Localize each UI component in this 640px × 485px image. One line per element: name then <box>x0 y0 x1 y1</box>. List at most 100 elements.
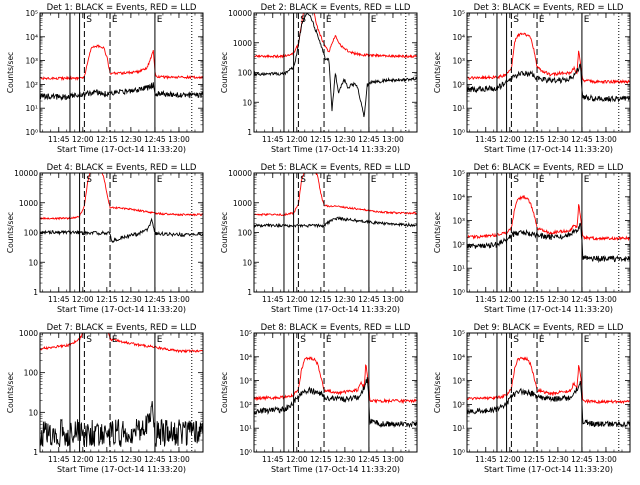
panel-title: Det 9: BLACK = Events, RED = LLD <box>474 323 624 333</box>
marker-label: E <box>112 335 118 345</box>
y-axis-label: Counts/sec <box>220 212 229 253</box>
series-line-lld <box>40 173 203 221</box>
y-tick-label: 10⁴ <box>452 353 465 362</box>
y-tick-label: 10000 <box>228 169 252 178</box>
y-axis-label: Counts/sec <box>433 52 442 93</box>
x-tick-label: 12:30 <box>334 135 356 144</box>
series-line-lld <box>467 356 630 405</box>
plot-frame <box>253 12 418 133</box>
x-tick-label: 13:00 <box>382 295 404 304</box>
marker-label: E <box>157 15 163 25</box>
x-tick-label: 12:15 <box>523 135 545 144</box>
panel-title: Det 8: BLACK = Events, RED = LLD <box>261 323 411 333</box>
y-tick-label: 10⁵ <box>25 9 38 18</box>
x-tick-label: 12:45 <box>358 295 380 304</box>
y-tick-label: 1000 <box>233 39 252 48</box>
x-tick-label: 12:15 <box>96 455 118 464</box>
marker-label: S <box>86 335 92 345</box>
y-axis-label: Counts/sec <box>433 372 442 413</box>
y-tick-label: 10¹ <box>25 104 38 113</box>
y-tick-label: 10³ <box>239 377 252 386</box>
x-tick-label: 12:45 <box>571 135 593 144</box>
panel-title: Det 2: BLACK = Events, RED = LLD <box>261 3 411 13</box>
y-axis-label: Counts/sec <box>433 212 442 253</box>
x-tick-label: 12:00 <box>286 295 308 304</box>
x-tick-label: 12:00 <box>499 295 521 304</box>
marker-label: E <box>371 335 377 345</box>
y-tick-label: 100 <box>238 69 253 78</box>
det-panel-3: S E E 11:45 12:00 12:15 12:30 12:45 13:00 10⁰ 10¹ 1… <box>433 3 631 154</box>
x-tick-label: 11:45 <box>262 455 284 464</box>
x-tick-label: 12:30 <box>547 295 569 304</box>
y-tick-label: 10⁰ <box>452 128 465 137</box>
x-tick-label: 11:45 <box>262 295 284 304</box>
series-line-events <box>40 82 203 102</box>
x-tick-label: 11:45 <box>48 295 70 304</box>
marker-label: S <box>300 15 306 25</box>
marker-label: E <box>326 175 332 185</box>
x-axis-label: Start Time (17-Oct-14 11:33:20) <box>271 465 400 474</box>
x-tick-label: 12:45 <box>144 295 166 304</box>
y-tick-label: 10¹ <box>452 424 465 433</box>
y-tick-label: 1000 <box>233 199 252 208</box>
y-tick-label: 10² <box>452 240 465 249</box>
series-line-lld <box>254 13 417 59</box>
x-tick-label: 11:45 <box>475 295 497 304</box>
det-panel-5: S E E 11:45 12:00 12:15 12:30 12:45 13:00 1 10 100 1… <box>220 163 418 314</box>
x-tick-label: 12:30 <box>547 135 569 144</box>
x-tick-label: 12:30 <box>334 455 356 464</box>
x-tick-label: 12:15 <box>310 135 332 144</box>
x-tick-label: 13:00 <box>595 295 617 304</box>
series-line-lld <box>40 44 203 82</box>
y-tick-label: 10⁴ <box>452 193 465 202</box>
marker-label: S <box>300 335 306 345</box>
series-line-events <box>40 217 203 243</box>
x-tick-label: 12:00 <box>72 135 94 144</box>
det-panel-6: S E E 11:45 12:00 12:15 12:30 12:45 13:00 10⁰ 10¹ 1… <box>433 163 631 314</box>
x-tick-label: 12:45 <box>358 455 380 464</box>
x-tick-label: 12:15 <box>310 295 332 304</box>
panel-title: Det 3: BLACK = Events, RED = LLD <box>474 3 624 13</box>
series-line-lld <box>467 32 630 85</box>
marker-label: E <box>112 175 118 185</box>
det-panel-7: S E E 11:45 12:00 12:15 12:30 12:45 13:00 1 10 100 1… <box>6 323 204 474</box>
plot-frame <box>466 172 631 293</box>
y-tick-label: 10⁵ <box>452 329 465 338</box>
x-tick-label: 12:30 <box>120 295 142 304</box>
marker-label: E <box>539 335 545 345</box>
det-panel-2: S E E 11:45 12:00 12:15 12:30 12:45 13:00 1 10 100 1… <box>220 3 418 154</box>
x-tick-label: 12:15 <box>523 455 545 464</box>
x-tick-label: 12:15 <box>96 295 118 304</box>
series-line-events <box>467 63 630 103</box>
marker-label: E <box>112 15 118 25</box>
y-tick-label: 10³ <box>452 57 465 66</box>
x-tick-label: 12:00 <box>72 295 94 304</box>
marker-label: E <box>157 175 163 185</box>
series-line-events <box>467 381 630 429</box>
y-axis-label: Counts/sec <box>220 52 229 93</box>
x-tick-label: 13:00 <box>595 455 617 464</box>
y-axis-label: Counts/sec <box>6 372 15 413</box>
x-tick-label: 13:00 <box>382 135 404 144</box>
y-tick-label: 10⁰ <box>25 128 38 137</box>
x-tick-label: 11:45 <box>262 135 284 144</box>
x-tick-label: 12:00 <box>499 135 521 144</box>
y-tick-label: 10³ <box>452 217 465 226</box>
x-tick-label: 12:00 <box>286 135 308 144</box>
y-tick-label: 10¹ <box>452 104 465 113</box>
x-axis-label: Start Time (17-Oct-14 11:33:20) <box>484 465 613 474</box>
y-tick-label: 10² <box>239 400 252 409</box>
x-tick-label: 12:45 <box>144 135 166 144</box>
y-axis-label: Counts/sec <box>6 212 15 253</box>
y-tick-label: 10⁴ <box>25 33 38 42</box>
x-tick-label: 13:00 <box>595 135 617 144</box>
y-tick-label: 1 <box>247 128 252 137</box>
marker-label: S <box>86 175 92 185</box>
marker-label: S <box>513 175 519 185</box>
y-tick-label: 10⁵ <box>239 329 252 338</box>
y-tick-label: 10³ <box>25 57 38 66</box>
panel-title: Det 6: BLACK = Events, RED = LLD <box>474 163 624 173</box>
series-line-events <box>254 377 417 429</box>
marker-label: S <box>300 175 306 185</box>
